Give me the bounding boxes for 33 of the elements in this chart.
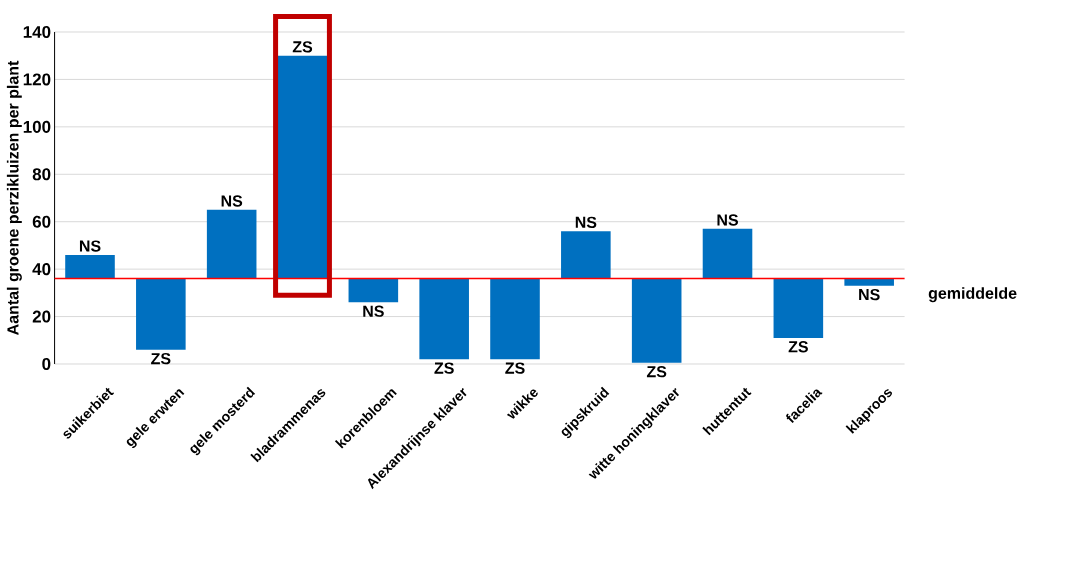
data-label: ZS bbox=[151, 352, 171, 365]
bar bbox=[561, 231, 611, 279]
y-tick-label: 0 bbox=[42, 357, 51, 371]
y-tick-label: 120 bbox=[23, 73, 51, 86]
bar bbox=[136, 278, 186, 350]
data-label: ZS bbox=[292, 41, 313, 53]
ref-line-label: gemiddelde bbox=[928, 287, 1017, 303]
data-label: ZS bbox=[505, 362, 525, 374]
bar bbox=[702, 228, 753, 279]
y-tick-label: 140 bbox=[23, 25, 51, 39]
bar bbox=[419, 278, 469, 360]
data-label: ZS bbox=[788, 341, 808, 353]
data-label: NS bbox=[221, 195, 243, 207]
bar bbox=[844, 278, 894, 286]
data-label: NS bbox=[717, 214, 738, 226]
bar bbox=[631, 278, 682, 363]
bar bbox=[206, 209, 257, 279]
bar bbox=[773, 278, 824, 338]
y-tick-label: 60 bbox=[32, 215, 51, 228]
bar bbox=[65, 254, 115, 279]
data-label: NS bbox=[859, 288, 880, 301]
y-tick-label: 80 bbox=[32, 168, 51, 181]
y-tick-label: 100 bbox=[23, 120, 51, 133]
data-label: NS bbox=[79, 240, 101, 252]
data-label: ZS bbox=[434, 362, 454, 374]
y-axis-title: Aantal groene perzikluizen per plant bbox=[6, 60, 22, 335]
data-label: NS bbox=[363, 305, 384, 317]
bar bbox=[490, 278, 540, 360]
y-tick-label: 20 bbox=[32, 310, 51, 323]
data-label: ZS bbox=[646, 366, 667, 378]
bar bbox=[348, 278, 399, 303]
data-label: NS bbox=[575, 216, 597, 228]
y-tick-label: 40 bbox=[32, 263, 51, 276]
